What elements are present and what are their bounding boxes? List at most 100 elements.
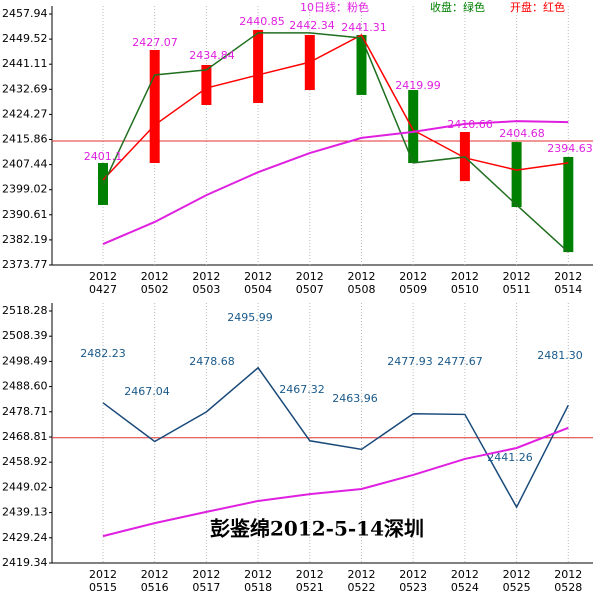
- y-tick-label: 2439.13: [2, 506, 48, 519]
- y-tick-label: 2429.24: [2, 531, 48, 544]
- legend-entry: 10日线：粉色: [300, 0, 369, 14]
- x-tick-label: 0504: [244, 283, 272, 296]
- x-tick-label: 0517: [192, 581, 220, 593]
- y-tick-label: 2498.49: [2, 354, 48, 367]
- x-tick-year: 2012: [141, 270, 169, 283]
- x-tick-label: 0518: [244, 581, 272, 593]
- data-label: 2477.67: [437, 355, 483, 368]
- data-label: 2482.23: [80, 347, 126, 360]
- x-tick-year: 2012: [296, 568, 324, 581]
- series-line: [102, 366, 569, 509]
- x-tick-label: 0524: [451, 581, 479, 593]
- annotation: 彭鉴绵2012-5-14深圳: [210, 517, 424, 541]
- x-tick-label: 0510: [451, 283, 479, 296]
- series-line: [102, 32, 569, 253]
- x-tick-label: 0503: [192, 283, 220, 296]
- point-label: 2410.66: [447, 118, 493, 131]
- y-tick-label: 2478.71: [2, 405, 48, 418]
- x-tick-label: 0509: [399, 283, 427, 296]
- data-label: 2467.32: [279, 383, 325, 396]
- y-tick-label: 2382.19: [2, 233, 48, 246]
- point-label: 2441.31: [341, 21, 387, 34]
- y-tick-label: 2441.11: [2, 57, 48, 70]
- data-label: 2477.93: [387, 355, 433, 368]
- x-tick-label: 0521: [296, 581, 324, 593]
- y-tick-label: 2424.27: [2, 107, 48, 120]
- candle-bar: [253, 29, 264, 103]
- data-label: 2463.96: [332, 392, 378, 405]
- x-tick-label: 0507: [296, 283, 324, 296]
- y-tick-label: 2449.02: [2, 480, 48, 493]
- legend-entry: 收盘：绿色: [430, 0, 485, 14]
- x-tick-label: 0427: [89, 283, 117, 296]
- legend-entry: 开盘：红色: [510, 0, 565, 14]
- y-tick-label: 2415.86: [2, 132, 48, 145]
- x-tick-year: 2012: [554, 270, 582, 283]
- x-tick-year: 2012: [451, 270, 479, 283]
- x-tick-label: 0515: [89, 581, 117, 593]
- point-label: 2404.68: [499, 127, 545, 140]
- series-line: [102, 120, 569, 245]
- series-line: [102, 426, 569, 538]
- x-tick-label: 0516: [141, 581, 169, 593]
- y-tick-label: 2399.02: [2, 183, 48, 196]
- point-label: 2427.07: [132, 36, 178, 49]
- x-tick-year: 2012: [503, 568, 531, 581]
- y-tick-label: 2488.60: [2, 380, 48, 393]
- y-tick-label: 2508.39: [2, 329, 48, 342]
- candle-bar: [201, 64, 212, 105]
- candle-bar: [356, 34, 367, 95]
- candle-bar: [149, 49, 160, 164]
- point-label: 2401.1: [84, 150, 123, 163]
- data-label: 2495.99: [227, 311, 273, 324]
- candle-bar: [563, 156, 574, 253]
- x-tick-year: 2012: [451, 568, 479, 581]
- x-tick-label: 0511: [503, 283, 531, 296]
- x-tick-label: 0523: [399, 581, 427, 593]
- candle-bar: [511, 142, 522, 208]
- series-line: [102, 33, 569, 181]
- x-tick-year: 2012: [89, 270, 117, 283]
- x-tick-label: 0508: [348, 283, 376, 296]
- data-label: 2467.04: [124, 385, 170, 398]
- y-tick-label: 2407.44: [2, 158, 48, 171]
- x-tick-label: 0514: [554, 283, 582, 296]
- data-label: 2481.30: [537, 349, 583, 362]
- x-tick-year: 2012: [348, 568, 376, 581]
- point-label: 2419.99: [395, 79, 441, 92]
- x-tick-year: 2012: [244, 568, 272, 581]
- point-label: 2434.84: [189, 49, 235, 62]
- y-tick-label: 2449.52: [2, 32, 48, 45]
- x-tick-year: 2012: [503, 270, 531, 283]
- x-tick-year: 2012: [554, 568, 582, 581]
- y-tick-label: 2432.69: [2, 82, 48, 95]
- x-tick-year: 2012: [348, 270, 376, 283]
- x-tick-label: 0525: [503, 581, 531, 593]
- y-tick-label: 2518.28: [2, 304, 48, 317]
- x-tick-year: 2012: [192, 568, 220, 581]
- y-tick-label: 2419.34: [2, 556, 48, 569]
- x-tick-label: 0522: [348, 581, 376, 593]
- x-tick-year: 2012: [399, 270, 427, 283]
- x-tick-year: 2012: [89, 568, 117, 581]
- point-label: 2440.85: [239, 15, 285, 28]
- y-tick-label: 2468.81: [2, 430, 48, 443]
- y-tick-label: 2373.77: [2, 258, 48, 271]
- y-tick-label: 2390.61: [2, 208, 48, 221]
- data-label: 2478.68: [189, 355, 235, 368]
- x-tick-year: 2012: [244, 270, 272, 283]
- y-tick-label: 2457.94: [2, 7, 48, 20]
- x-tick-label: 0528: [554, 581, 582, 593]
- x-tick-label: 0502: [141, 283, 169, 296]
- data-label: 2441.26: [487, 451, 533, 464]
- x-tick-year: 2012: [141, 568, 169, 581]
- point-label: 2394.63: [547, 142, 593, 155]
- x-tick-year: 2012: [399, 568, 427, 581]
- y-tick-label: 2458.92: [2, 455, 48, 468]
- candle-bar: [408, 90, 419, 164]
- x-tick-year: 2012: [296, 270, 324, 283]
- x-tick-year: 2012: [192, 270, 220, 283]
- point-label: 2442.34: [289, 19, 335, 32]
